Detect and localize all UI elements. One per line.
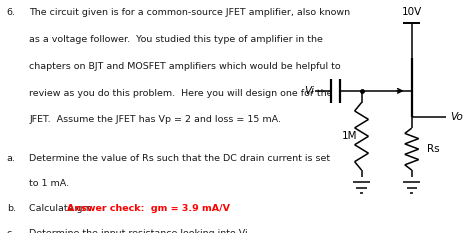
Text: JFET.  Assume the JFET has Vp = 2 and Ioss = 15 mA.: JFET. Assume the JFET has Vp = 2 and Ios… [29,115,282,124]
Text: 10V: 10V [401,7,422,17]
Text: chapters on BJT and MOSFET amplifiers which would be helpful to: chapters on BJT and MOSFET amplifiers wh… [29,62,341,71]
Text: Rs: Rs [427,144,440,154]
Text: Calculate gm: Calculate gm [29,204,104,213]
Text: 6.: 6. [7,8,16,17]
Text: to 1 mA.: to 1 mA. [29,179,70,188]
Text: Vi: Vi [304,86,314,96]
Text: c.: c. [7,229,15,233]
Text: review as you do this problem.  Here you will design one for the: review as you do this problem. Here you … [29,89,333,98]
Text: a.: a. [7,154,16,163]
Text: b.: b. [7,204,16,213]
Text: as a voltage follower.  You studied this type of amplifier in the: as a voltage follower. You studied this … [29,35,323,44]
Text: The circuit given is for a common-source JFET amplifier, also known: The circuit given is for a common-source… [29,8,351,17]
Text: Vo: Vo [450,112,463,121]
Text: Determine the value of Rs such that the DC drain current is set: Determine the value of Rs such that the … [29,154,331,163]
Text: 1M: 1M [342,131,357,141]
Text: Answer check:  gm = 3.9 mA/V: Answer check: gm = 3.9 mA/V [66,204,229,213]
Text: Determine the input resistance looking into Vi.: Determine the input resistance looking i… [29,229,251,233]
